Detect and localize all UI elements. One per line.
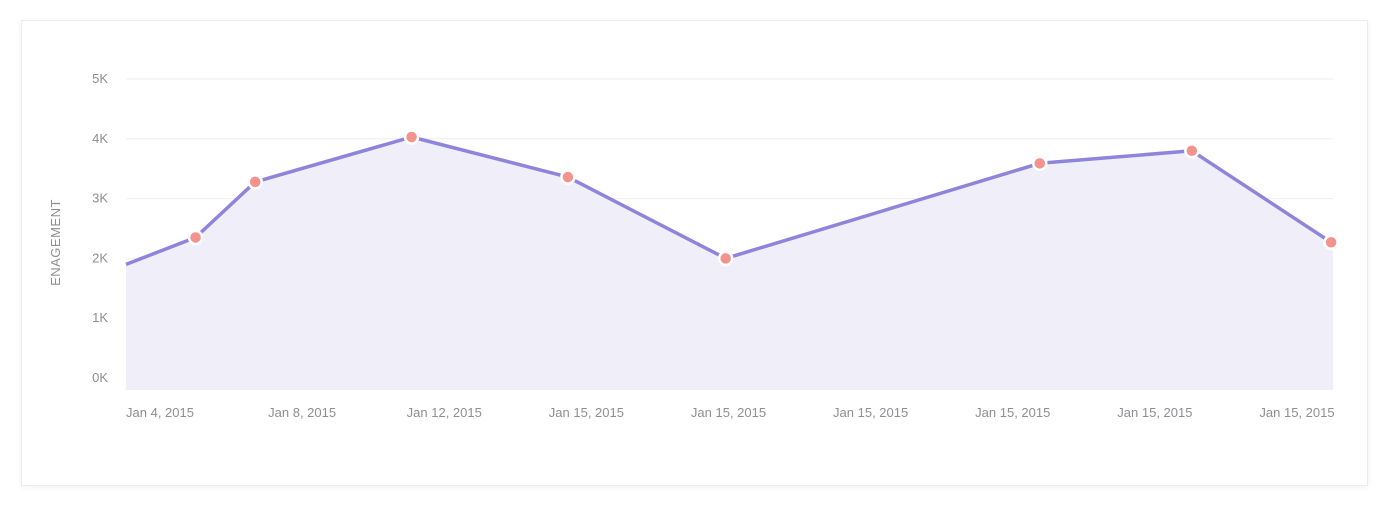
engagement-area-chart: 0K 1K 2K 3K 4K 5K Jan 4, 2015 Jan 8, 2015 Jan 1… [48,71,1339,420]
x-tick-label: Jan 15, 2015 [1117,405,1192,420]
data-point-marker[interactable] [560,169,576,185]
x-tick-label: Jan 12, 2015 [407,405,482,420]
y-axis-label: ENAGEMENT [48,199,63,286]
series-line [125,135,1333,267]
x-tick-label: Jan 15, 2015 [691,405,766,420]
y-axis-ticks: 0K 1K 2K 3K 4K 5K [92,71,108,385]
x-tick-label: Jan 4, 2015 [126,405,194,420]
y-tick-label: 0K [92,370,108,385]
x-axis-ticks: Jan 4, 2015 Jan 8, 2015 Jan 12, 2015 Jan 15… [126,405,1335,420]
data-point-marker[interactable] [187,229,204,246]
x-tick-label: Jan 15, 2015 [833,405,908,420]
y-tick-label: 3K [92,191,108,206]
data-markers [187,129,1339,267]
x-tick-label: Jan 15, 2015 [975,405,1050,420]
y-tick-label: 4K [92,131,108,146]
y-tick-label: 2K [92,250,108,265]
y-tick-label: 1K [92,310,108,325]
x-tick-label: Jan 8, 2015 [268,405,336,420]
data-point-marker[interactable] [403,129,420,145]
data-point-marker[interactable] [717,250,734,267]
chart-card: 0K 1K 2K 3K 4K 5K Jan 4, 2015 Jan 8, 2015 Jan 1… [21,20,1368,486]
x-tick-label: Jan 15, 2015 [1259,405,1334,420]
data-point-marker[interactable] [1323,234,1339,251]
data-point-marker[interactable] [1184,143,1200,159]
data-point-marker[interactable] [247,174,263,190]
x-tick-label: Jan 15, 2015 [549,405,624,420]
data-point-marker[interactable] [1032,155,1048,172]
y-tick-label: 5K [92,71,108,86]
